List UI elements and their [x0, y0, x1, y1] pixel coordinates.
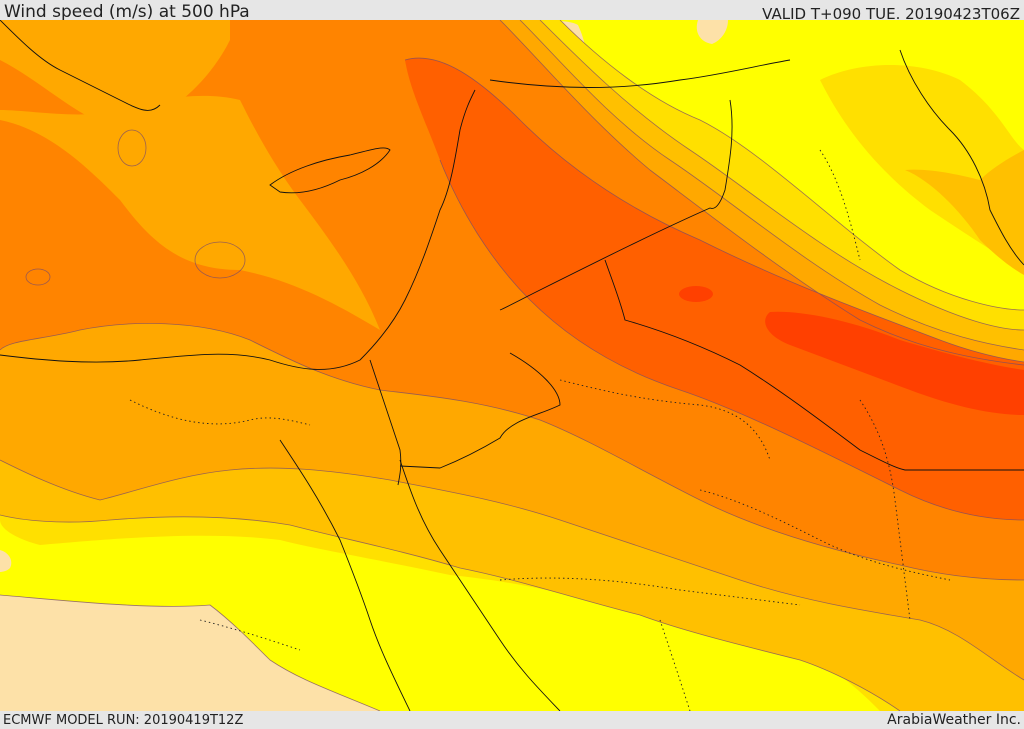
- border-egypt-israel: [369, 359, 402, 486]
- contour-line: [0, 594, 381, 711]
- admin-boundaries: [129, 149, 951, 711]
- contour-line: [404, 57, 1024, 363]
- admin-boundary: [659, 619, 691, 711]
- border-syria-iraq: [499, 99, 733, 311]
- model-run: ECMWF MODEL RUN: 20190419T12Z: [3, 713, 244, 728]
- coastline-aegean: [0, 20, 161, 111]
- contour-line: [559, 20, 1024, 311]
- footer-bar: [0, 711, 1024, 729]
- wind-band-lowest-west: [0, 550, 12, 572]
- contour-line: [439, 159, 1024, 521]
- wind-band-lowest-northeast: [696, 20, 728, 44]
- contour-line: [0, 459, 1024, 681]
- contour-line: [117, 129, 147, 167]
- border-jordan-saudi: [399, 352, 561, 469]
- wind-band-dark-orange: [405, 58, 1024, 520]
- admin-boundary: [129, 399, 311, 426]
- border-iran-iraq: [899, 49, 1024, 266]
- map-title: Wind speed (m/s) at 500 hPa: [4, 2, 250, 22]
- contour-line: [499, 20, 1024, 366]
- coastlines: [0, 20, 1024, 711]
- wind-band-lowest-south: [0, 595, 380, 711]
- coastline-levant-egypt: [0, 89, 476, 370]
- coastline-red-sea-east: [399, 459, 561, 711]
- admin-boundary: [859, 399, 911, 621]
- admin-boundary: [559, 379, 771, 461]
- isotach-contours: [0, 20, 1024, 711]
- credit-label: ArabiaWeather Inc.: [887, 712, 1021, 728]
- contour-line: [0, 514, 901, 711]
- contour-line: [25, 268, 51, 286]
- jet-core-spot: [679, 286, 713, 302]
- border-iraq-saudi: [604, 259, 1024, 471]
- wind-speed-map: [0, 20, 1024, 711]
- header-bar: Wind speed (m/s) at 500 hPa VALID T+090 …: [0, 0, 1024, 23]
- wind-band-amber-east: [905, 150, 1024, 275]
- contour-line: [539, 20, 1024, 331]
- jet-core: [765, 311, 1024, 415]
- coastline-red-sea-west: [279, 439, 411, 711]
- border-turkey-syria: [489, 59, 791, 88]
- valid-time: VALID T+090 TUE. 20190423T06Z: [762, 5, 1020, 23]
- wind-band-light-orange-central: [0, 95, 380, 330]
- contour-line: [519, 20, 1024, 351]
- contour-line: [194, 241, 246, 279]
- admin-boundary: [819, 149, 861, 261]
- contour-line: [0, 323, 1024, 581]
- cyprus-outline: [269, 147, 391, 194]
